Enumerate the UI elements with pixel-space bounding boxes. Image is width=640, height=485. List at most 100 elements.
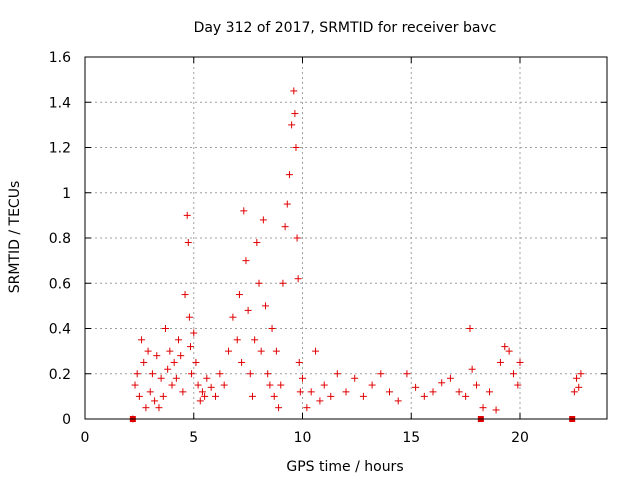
data-point — [244, 306, 252, 314]
plot-frame — [84, 56, 608, 420]
data-point — [257, 347, 265, 355]
data-point — [238, 358, 246, 366]
data-point — [446, 374, 454, 382]
y-tick-label: 0.8 — [49, 231, 71, 247]
data-point — [299, 374, 306, 382]
y-tick-label: 1 — [62, 186, 71, 202]
data-point — [264, 370, 272, 378]
data-point — [509, 370, 517, 378]
data-point — [455, 388, 463, 396]
data-point — [295, 358, 303, 366]
data-point — [291, 110, 299, 118]
data-point — [190, 329, 198, 337]
data-point — [246, 370, 254, 378]
y-axis-label: SRMTID / TECUs — [7, 181, 23, 294]
data-point — [281, 223, 289, 231]
data-point — [216, 370, 224, 378]
data-point — [296, 388, 304, 396]
data-point — [155, 404, 163, 412]
data-point — [181, 291, 189, 299]
data-point — [242, 257, 250, 265]
data-point — [312, 347, 320, 355]
data-point — [177, 352, 185, 360]
data-point — [142, 404, 150, 412]
data-point — [175, 336, 183, 344]
data-point — [466, 325, 474, 332]
data-point — [172, 374, 180, 382]
data-point — [492, 406, 500, 414]
data-point — [229, 313, 237, 321]
y-tick-label: 1.2 — [49, 141, 71, 157]
data-point — [188, 370, 196, 378]
data-point — [225, 347, 233, 355]
tick-labels: 0 0.2 0.4 0.6 0.8 1 1.2 1.4 1.6 0 5 10 15 20 — [49, 50, 529, 446]
data-point — [386, 388, 393, 396]
data-point — [186, 343, 194, 351]
data-point — [161, 325, 169, 332]
x-tick-label: 10 — [294, 430, 312, 446]
data-point — [570, 388, 578, 396]
data-point — [207, 383, 215, 391]
x-tick-label: 0 — [81, 430, 90, 446]
data-point — [198, 388, 206, 396]
data-point — [505, 347, 513, 355]
data-point — [377, 370, 385, 378]
data-point — [270, 392, 278, 400]
data-point — [368, 381, 376, 389]
data-point — [292, 144, 300, 151]
data-points — [129, 87, 585, 423]
data-point — [288, 121, 296, 129]
data-point — [248, 392, 256, 400]
data-point — [468, 365, 476, 373]
data-point — [285, 171, 293, 179]
data-point — [320, 381, 328, 389]
data-point — [133, 370, 141, 378]
data-point — [342, 388, 350, 396]
data-point — [170, 358, 178, 366]
data-point — [157, 374, 165, 382]
y-tick-label: 1.4 — [49, 95, 71, 111]
y-tick-label: 0.6 — [49, 276, 71, 292]
data-point — [420, 392, 428, 400]
data-point — [327, 392, 335, 400]
data-point — [185, 313, 193, 321]
data-point — [194, 381, 202, 389]
data-point — [268, 325, 276, 332]
grid — [85, 57, 607, 419]
data-point — [179, 388, 187, 396]
data-point — [151, 397, 159, 405]
data-point — [146, 388, 154, 396]
data-point — [429, 388, 437, 396]
data-point — [293, 234, 301, 242]
data-point — [279, 279, 287, 287]
data-point — [192, 358, 200, 366]
data-point — [235, 291, 243, 299]
data-point — [140, 358, 148, 366]
data-point — [573, 374, 581, 382]
data-point — [359, 392, 367, 400]
data-point — [277, 381, 285, 389]
data-point — [168, 381, 176, 389]
y-tick-label: 0.2 — [49, 367, 71, 383]
data-point — [266, 381, 274, 389]
data-point — [272, 347, 280, 355]
data-point — [203, 374, 211, 382]
data-point — [262, 302, 270, 310]
x-tick-label: 20 — [511, 430, 529, 446]
y-tick-label: 0 — [62, 412, 71, 428]
x-tick-label: 5 — [189, 430, 198, 446]
data-point — [164, 365, 172, 373]
data-point — [479, 404, 487, 412]
data-point — [212, 392, 219, 400]
data-point — [516, 358, 524, 366]
data-point — [131, 381, 139, 389]
y-tick-label: 1.6 — [49, 50, 71, 66]
chart-title: Day 312 of 2017, SRMTID for receiver bav… — [194, 20, 497, 36]
data-point — [275, 404, 283, 412]
data-point — [148, 370, 156, 378]
data-point — [184, 239, 192, 247]
data-point — [153, 352, 161, 360]
data-point — [438, 379, 446, 387]
data-point — [577, 370, 585, 378]
